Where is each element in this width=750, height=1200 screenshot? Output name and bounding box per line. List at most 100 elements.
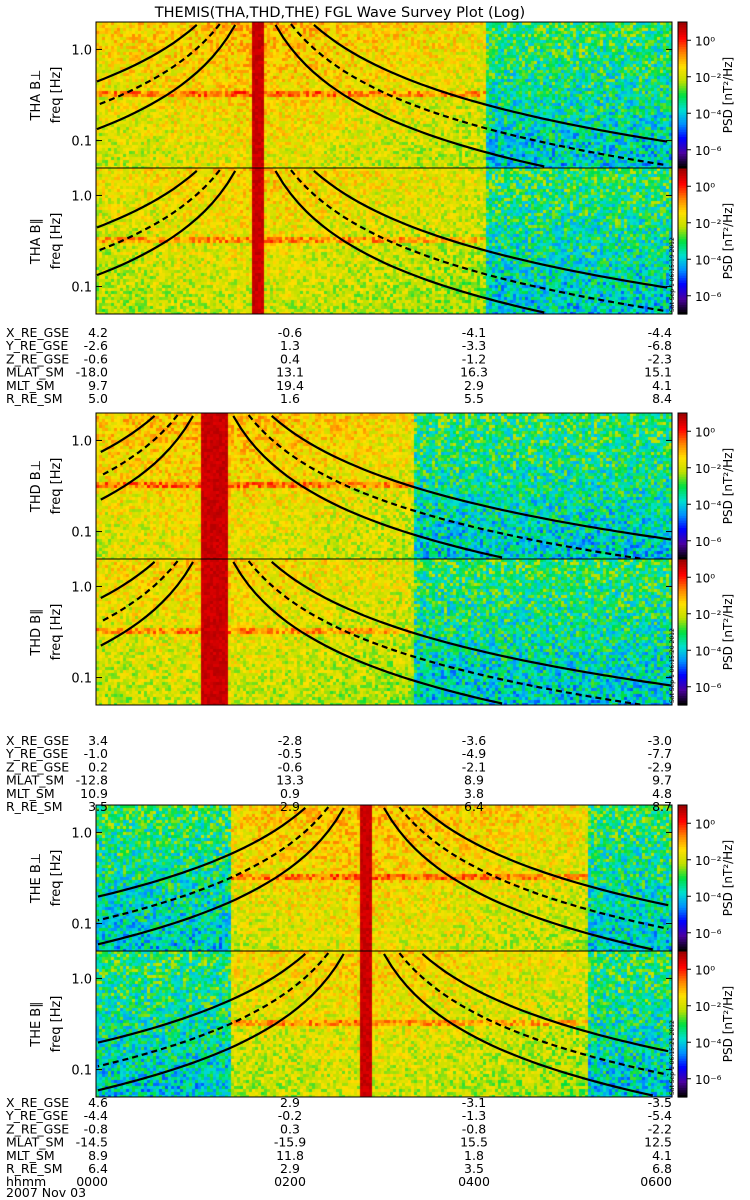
gyrofrequency-curve [313, 170, 668, 289]
colorbar-segment [678, 975, 687, 979]
y-tick-label: 1.0 [71, 189, 92, 204]
colorbar-segment [678, 963, 687, 967]
colorbar-label: PSD [nT²/Hz] [721, 57, 735, 133]
y-tick-label: 0.1 [71, 281, 92, 296]
ephemeris-value: 1.8 [464, 1148, 484, 1163]
colorbar-segment [678, 512, 687, 516]
colorbar: 10⁰ 10⁻² 10⁻⁴ 10⁻⁶ PSD [nT²/Hz] [677, 950, 735, 1098]
colorbar-segment [678, 700, 687, 704]
colorbar-segment [678, 1058, 687, 1062]
ephemeris-value: 5.0 [88, 391, 108, 406]
colorbar-segment [678, 941, 687, 945]
colorbar-segment [678, 812, 687, 816]
colorbar-tick-label: 10⁻² [695, 71, 722, 85]
colorbar-segment [678, 958, 687, 962]
colorbar-segment [678, 46, 687, 50]
colorbar-segment [678, 612, 687, 616]
colorbar-segment [678, 260, 687, 264]
colorbar-segment [678, 287, 687, 291]
colorbar-segment [678, 931, 687, 935]
colorbar-segment [678, 666, 687, 670]
colorbar-segment [678, 150, 687, 154]
colorbar-segment [678, 520, 687, 524]
ephemeris-value: -4.4 [648, 325, 672, 340]
colorbar-segment [678, 860, 687, 864]
colorbar-segment [678, 1065, 687, 1069]
colorbar-segment [678, 478, 687, 482]
colorbar-segment [678, 248, 687, 252]
colorbar-segment [678, 505, 687, 509]
ephemeris-value: 2.9 [280, 1095, 300, 1110]
colorbar-segment [678, 836, 687, 840]
ephemeris-label: R_RE_SM [6, 1161, 63, 1176]
ephemeris-value: 4.1 [652, 1148, 672, 1163]
colorbar-segment [678, 216, 687, 220]
colorbar-segment [678, 146, 687, 150]
colorbar-segment [678, 1043, 687, 1047]
ephemeris-value: 13.1 [276, 365, 304, 380]
colorbar-segment [678, 1036, 687, 1040]
y-tick-label: 0.1 [71, 672, 92, 687]
run-timestamp: Sat Sep 1 06:15:20 2012 [669, 628, 676, 703]
gyrofrequency-curve [270, 415, 672, 541]
gyrofrequency-curve [313, 24, 668, 143]
colorbar-segment [678, 653, 687, 657]
gyrofrequency-curve [290, 169, 668, 313]
colorbar-segment [678, 817, 687, 821]
ephemeris-label: MLAT_SM [6, 773, 64, 788]
ephemeris-value: 3.5 [464, 1161, 484, 1176]
colorbar-segment [678, 597, 687, 601]
colorbar-segment [678, 683, 687, 687]
colorbar-segment [678, 904, 687, 908]
colorbar-segment [678, 527, 687, 531]
ephemeris-label: Z_RE_GSE [6, 351, 69, 366]
colorbar-segment [678, 968, 687, 972]
colorbar-segment [678, 1038, 687, 1042]
colorbar-segment [678, 914, 687, 918]
colorbar-segment [678, 970, 687, 974]
colorbar-segment [678, 182, 687, 186]
colorbar-segment [678, 473, 687, 477]
gyrofrequency-curve [247, 414, 641, 560]
spectrogram-image [96, 559, 672, 705]
gyrofrequency-curve [100, 414, 179, 477]
colorbar-segment [678, 56, 687, 60]
colorbar-segment [678, 1087, 687, 1091]
gyrofrequency-curve [398, 952, 669, 1076]
colorbar-tick-label: 10⁻⁶ [695, 681, 722, 695]
ephemeris-value: 1.6 [280, 391, 300, 406]
panel-label: THA B⊥ [29, 70, 44, 122]
colorbar-segment [678, 1041, 687, 1045]
colorbar-segment [678, 311, 687, 315]
colorbar-segment [678, 1019, 687, 1023]
colorbar-segment [678, 590, 687, 594]
ephemeris-value: -1.3 [462, 1108, 486, 1123]
colorbar-segment [678, 226, 687, 230]
colorbar-segment [678, 1067, 687, 1071]
colorbar-segment [678, 809, 687, 813]
gyrofrequency-curve [383, 953, 654, 1097]
colorbar-segment [678, 194, 687, 198]
spectrogram-image [96, 168, 672, 314]
colorbar-segment [678, 880, 687, 884]
gyrofrequency-curve [100, 415, 194, 501]
colorbar-segment [678, 702, 687, 706]
colorbar-segment [678, 858, 687, 862]
colorbar-segment [678, 680, 687, 684]
colorbar-segment [678, 856, 687, 860]
colorbar-segment [678, 675, 687, 679]
freq-axis-label: freq [Hz] [49, 67, 64, 124]
ephemeris-value: 5.5 [464, 391, 484, 406]
run-timestamp: Sat Sep 1 06:15:19 2012 [669, 237, 676, 312]
colorbar-segment [678, 829, 687, 833]
colorbar-segment [678, 534, 687, 538]
colorbar-segment [678, 826, 687, 830]
colorbar-segment [678, 627, 687, 631]
ephemeris-value: -15.9 [274, 1135, 306, 1150]
gyrofrequency-curve [96, 170, 237, 277]
colorbar-segment [678, 1021, 687, 1025]
colorbar-segment [678, 953, 687, 957]
colorbar-segment [678, 1014, 687, 1018]
ephemeris-value: 8.7 [652, 799, 672, 814]
